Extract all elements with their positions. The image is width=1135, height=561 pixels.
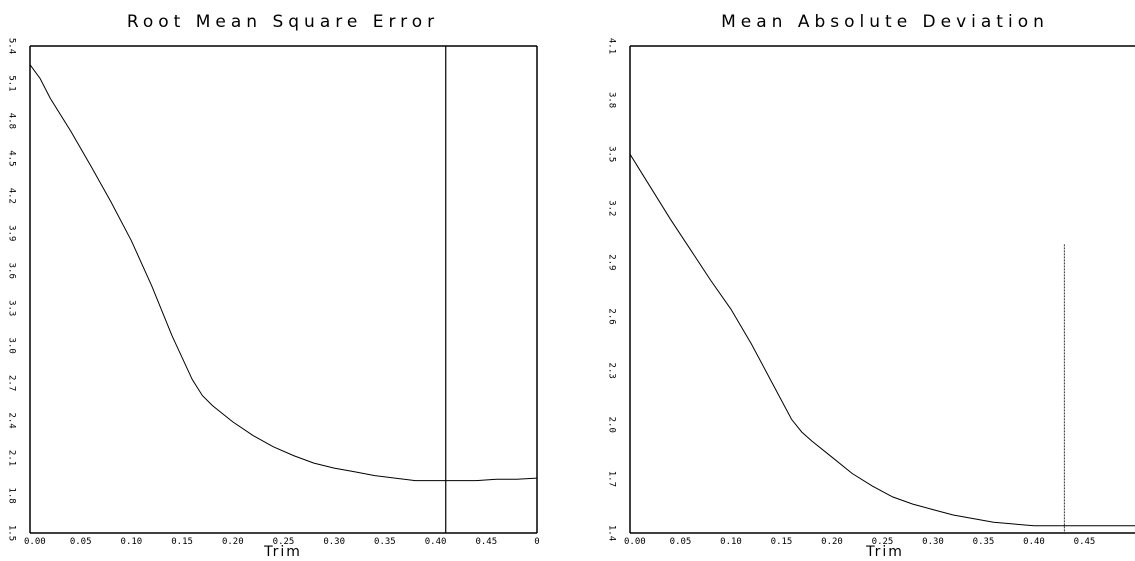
mad-chart-title: Mean Absolute Deviation <box>721 12 1049 32</box>
mad-y-tick-label: 2.9 <box>607 254 617 270</box>
rmse-y-tick-label: 3.9 <box>7 225 17 241</box>
rmse-panel: Root Mean Square Error Trim 5.4 5.1 4.8 4.5… <box>7 12 540 560</box>
mad-y-tick-label: 3.8 <box>607 92 617 108</box>
rmse-y-tick-label: 4.8 <box>7 113 17 129</box>
rmse-x-tick-label: 0.20 <box>222 537 244 547</box>
mad-x-tick-label: 0.05 <box>670 537 692 547</box>
mad-y-tick-label: 2.0 <box>607 417 617 433</box>
mad-y-tick-label: 4.1 <box>607 38 617 54</box>
mad-y-tick-label: 2.6 <box>607 308 617 324</box>
rmse-y-tick-label: 3.6 <box>7 263 17 279</box>
rmse-x-tick-label: 0.15 <box>171 537 193 547</box>
rmse-x-axis-label: Trim <box>263 544 302 560</box>
mad-y-tick-label: 1.7 <box>607 471 617 487</box>
mad-y-tick-label: 1.4 <box>607 525 617 541</box>
mad-y-tick-label: 3.5 <box>607 146 617 162</box>
rmse-y-tick-label: 2.1 <box>7 450 17 466</box>
rmse-y-tick-label: 3.3 <box>7 300 17 316</box>
rmse-y-tick-label: 5.4 <box>7 38 17 54</box>
rmse-x-tick-label: 0.35 <box>374 537 396 547</box>
mad-x-tick-label: 0.40 <box>1023 537 1045 547</box>
mad-x-tick-label: 0.10 <box>720 537 742 547</box>
mad-series-line <box>629 153 1135 527</box>
mad-x-tick-label: 0.35 <box>973 537 995 547</box>
rmse-y-tick-label: 1.8 <box>7 487 17 503</box>
rmse-chart-title: Root Mean Square Error <box>127 12 439 32</box>
rmse-x-tick-label: 0 <box>534 537 539 547</box>
rmse-x-tick-label: 0.30 <box>323 537 345 547</box>
mad-y-tick-label: 2.3 <box>607 363 617 379</box>
rmse-x-tick-label: 0.45 <box>475 537 497 547</box>
rmse-x-tick-label: 0.05 <box>70 537 92 547</box>
rmse-x-tick-label: 0.10 <box>121 537 143 547</box>
mad-y-tick-label: 3.2 <box>607 200 617 216</box>
mad-x-tick-label: 0.15 <box>771 537 793 547</box>
mad-x-axis-label: Trim <box>865 544 904 560</box>
rmse-y-tick-label: 2.7 <box>7 375 17 391</box>
rmse-y-tick-label: 5.1 <box>7 75 17 91</box>
rmse-y-tick-label: 4.2 <box>7 188 17 204</box>
mad-panel: Mean Absolute Deviation Trim 4.1 3.8 3.5 3.… <box>607 12 1135 560</box>
mad-x-tick-label: 0.20 <box>821 537 843 547</box>
mad-x-tick-label: 0.00 <box>624 537 646 547</box>
rmse-y-tick-label: 4.5 <box>7 150 17 166</box>
rmse-series-line <box>29 64 538 482</box>
mad-x-tick-label: 0.25 <box>872 537 894 547</box>
rmse-y-tick-label: 1.5 <box>7 525 17 541</box>
rmse-x-tick-label: 0.25 <box>273 537 295 547</box>
rmse-y-tick-label: 2.4 <box>7 412 17 428</box>
rmse-y-tick-label: 3.0 <box>7 338 17 354</box>
rmse-x-tick-label: 0.00 <box>24 537 46 547</box>
mad-x-tick-label: 0.45 <box>1074 537 1096 547</box>
mad-x-tick-label: 0.30 <box>922 537 944 547</box>
rmse-x-tick-label: 0.40 <box>425 537 447 547</box>
